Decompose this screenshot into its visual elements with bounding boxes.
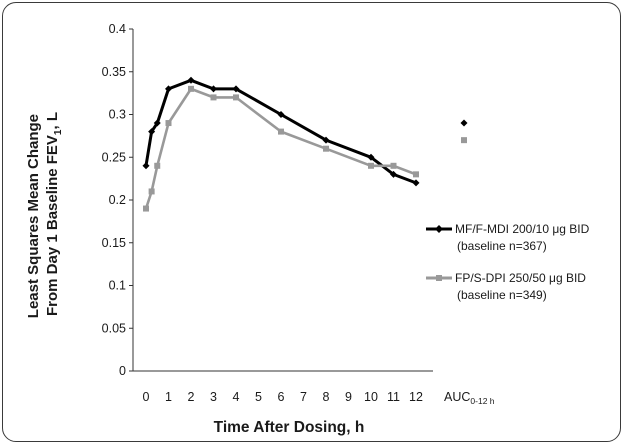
x-tick-label: 7 xyxy=(300,390,307,404)
legend-label-mf-f-mdi: MF/F-MDI 200/10 μg BID xyxy=(455,222,590,236)
series-line-1 xyxy=(144,87,417,210)
y-axis-label-line1: Least Squares Mean Change xyxy=(25,114,42,318)
series-layer xyxy=(142,76,468,212)
x-tick-label: 9 xyxy=(345,390,352,404)
y-axis-label: Least Squares Mean Change From Day 1 Bas… xyxy=(25,110,64,318)
data-point xyxy=(154,162,161,169)
data-point xyxy=(188,85,194,92)
x-axis-ticks: 0 1 2 3 4 5 6 7 8 9 10 11 12 xyxy=(143,390,423,404)
y-axis-ticks: 0 0.05 0.1 0.15 0.2 0.25 0.3 0.35 0.4 xyxy=(102,22,133,378)
legend-baseline-mf-f-mdi: (baseline n=367) xyxy=(457,239,547,253)
x-tick-label: 2 xyxy=(188,390,195,404)
y-tick-label: 0.05 xyxy=(102,321,126,335)
auc-tick-label: AUC0-12 h xyxy=(444,390,495,406)
data-point xyxy=(148,188,155,195)
data-point xyxy=(277,111,285,118)
y-tick-label: 0.3 xyxy=(109,108,126,122)
legend-item-fp-s-dpi: FP/S-DPI 250/50 μg BID (baseline n=349) xyxy=(426,271,586,302)
x-tick-label: 12 xyxy=(409,390,423,404)
data-point xyxy=(390,162,397,169)
y-tick-label: 0.1 xyxy=(109,279,126,293)
data-point xyxy=(187,76,195,84)
y-tick-label: 0.4 xyxy=(109,22,126,36)
x-tick-label: 1 xyxy=(165,390,172,404)
y-axis-label-subscript: 1 xyxy=(53,129,64,135)
legend-label-fp-s-dpi: FP/S-DPI 250/50 μg BID xyxy=(455,271,586,285)
x-tick-label: 4 xyxy=(233,390,240,404)
data-point xyxy=(390,170,397,178)
data-point xyxy=(143,205,149,212)
y-tick-label: 0 xyxy=(119,364,126,378)
axes xyxy=(132,29,433,372)
y-axis-label-suffix: , L xyxy=(44,112,61,130)
data-point xyxy=(153,119,161,127)
data-point xyxy=(148,128,156,136)
y-tick-label: 0.2 xyxy=(109,193,126,207)
x-tick-label: 10 xyxy=(364,390,378,404)
data-point xyxy=(322,136,330,144)
data-point xyxy=(142,162,150,170)
data-point xyxy=(412,179,420,187)
data-point xyxy=(368,162,374,169)
auc-point xyxy=(460,119,468,127)
x-tick-label: 8 xyxy=(323,390,330,404)
data-point xyxy=(413,171,419,178)
data-point xyxy=(232,85,240,93)
data-point xyxy=(165,85,172,93)
x-tick-label: 0 xyxy=(143,390,150,404)
y-axis-label-line2: From Day 1 Baseline FEV xyxy=(44,135,61,316)
auc-subscript: 0-12 h xyxy=(470,396,494,406)
data-point xyxy=(278,128,284,135)
x-tick-label: 6 xyxy=(278,390,285,404)
data-point xyxy=(233,94,239,101)
data-point xyxy=(323,145,329,152)
legend: MF/F-MDI 200/10 μg BID (baseline n=367) … xyxy=(426,222,590,302)
data-point xyxy=(210,85,217,93)
data-point xyxy=(165,120,172,127)
legend-item-mf-f-mdi: MF/F-MDI 200/10 μg BID (baseline n=367) xyxy=(426,222,590,253)
data-point xyxy=(367,153,375,161)
y-tick-label: 0.35 xyxy=(102,65,126,79)
y-tick-label: 0.15 xyxy=(102,236,126,250)
auc-label: AUC xyxy=(444,390,470,404)
x-axis-label: Time After Dosing, h xyxy=(214,419,365,436)
x-tick-label: 3 xyxy=(210,390,217,404)
y-tick-label: 0.25 xyxy=(102,150,126,164)
x-tick-label: 5 xyxy=(255,390,262,404)
legend-baseline-fp-s-dpi: (baseline n=349) xyxy=(457,288,547,302)
auc-point xyxy=(461,137,467,144)
x-tick-label: 11 xyxy=(387,390,400,404)
data-point xyxy=(210,94,217,101)
